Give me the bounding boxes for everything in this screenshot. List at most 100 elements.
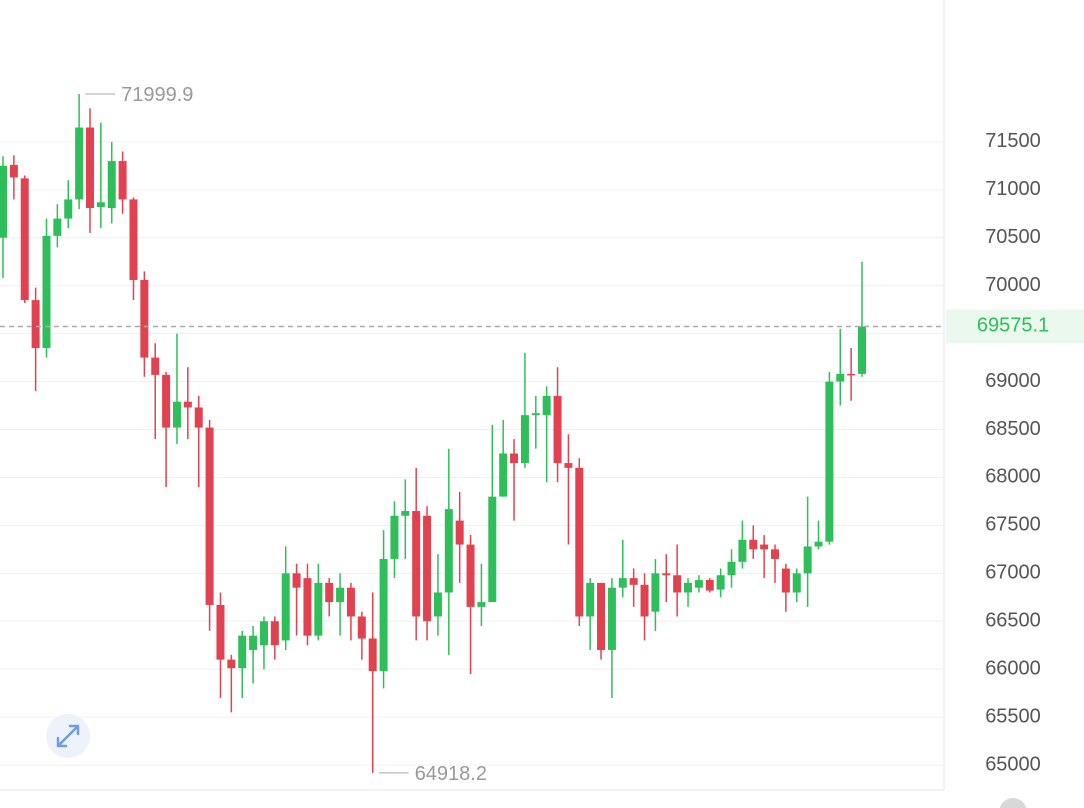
candle-body [270, 621, 279, 646]
candle-body [216, 604, 225, 660]
candle-body [205, 427, 214, 605]
candle-body [85, 127, 94, 209]
y-tick-label: 68000 [985, 466, 1041, 488]
candle-body [455, 520, 464, 545]
last-price-bg [946, 309, 1084, 344]
candle-body [259, 621, 268, 646]
candle-body [477, 602, 486, 607]
candle-body [53, 218, 62, 236]
candle-body [597, 582, 606, 651]
candle-body [716, 575, 725, 590]
candle-body [42, 235, 51, 349]
candle-body [20, 178, 29, 301]
candle-body [0, 165, 7, 238]
max-label: 71999.9 [121, 84, 193, 106]
candle-body [162, 374, 171, 428]
y-tick-label: 65500 [985, 705, 1041, 727]
scroll-button[interactable] [999, 798, 1027, 808]
candle-body [520, 415, 529, 464]
y-tick-label: 66500 [985, 610, 1041, 632]
candle-body [336, 587, 345, 603]
candle-body [357, 616, 366, 639]
candle-body [781, 568, 790, 593]
candle-body [423, 515, 432, 622]
candle-body [749, 539, 758, 550]
candle-body [814, 541, 823, 547]
y-tick-label: 71500 [985, 130, 1041, 152]
candle-body [75, 127, 84, 200]
candle-body [771, 549, 780, 559]
candle-body [684, 582, 693, 593]
candle-body [96, 202, 105, 208]
candle-body [510, 453, 519, 464]
y-tick-label: 67500 [985, 514, 1041, 536]
candle-body [379, 558, 388, 672]
y-tick-label: 68500 [985, 418, 1041, 440]
candle-body [346, 587, 355, 617]
candle-body [281, 573, 290, 641]
y-tick-label: 66000 [985, 657, 1041, 679]
candle-body [705, 580, 714, 591]
candle-body [172, 401, 181, 428]
candle-body [531, 413, 540, 416]
candle-body [238, 635, 247, 669]
candle-body [129, 199, 138, 280]
y-tick-label: 71000 [985, 178, 1041, 200]
candle-body [227, 659, 236, 669]
candle-body [325, 582, 334, 603]
candle-body [575, 467, 584, 617]
y-tick-label: 65000 [985, 753, 1041, 775]
candle-body [586, 582, 595, 617]
candle-body [618, 578, 627, 588]
candle-body [488, 496, 497, 603]
candle-body [118, 161, 127, 200]
y-tick-label: 67000 [985, 562, 1041, 584]
candle-body [292, 573, 301, 588]
candle-body [444, 509, 453, 593]
candle-body [694, 580, 703, 588]
candle-body [151, 357, 160, 375]
candle-body [31, 300, 40, 349]
candle-body [836, 373, 845, 382]
candle-body [629, 578, 638, 585]
candle-body [760, 544, 769, 550]
expand-button[interactable] [46, 714, 90, 758]
candle-body [727, 561, 736, 576]
candle-body [412, 511, 421, 617]
candle-body [640, 584, 649, 617]
min-label: 64918.2 [415, 763, 487, 785]
candle-body [673, 575, 682, 593]
y-tick-label: 70500 [985, 226, 1041, 248]
candle-body [401, 511, 410, 516]
candle-body [390, 515, 399, 559]
candle-body [738, 539, 747, 562]
candle-body [64, 199, 73, 219]
candle-body [825, 381, 834, 542]
candle-body [662, 573, 671, 576]
candle-body [303, 578, 312, 636]
y-tick-label: 70000 [985, 274, 1041, 296]
candle-body [194, 407, 203, 428]
expand-icon[interactable] [56, 724, 80, 748]
y-tick-label: 69000 [985, 370, 1041, 392]
candle-body [542, 395, 551, 416]
candle-body [433, 592, 442, 617]
candle-body [792, 573, 801, 593]
candle-body [9, 164, 18, 178]
candle-body [858, 326, 866, 374]
candle-body [847, 373, 856, 376]
candle-body [183, 401, 192, 408]
candle-body [140, 279, 149, 358]
candle-body [249, 635, 258, 651]
candle-body [107, 161, 116, 209]
candle-body [651, 573, 660, 612]
candle-body [466, 544, 475, 607]
candle-body [553, 395, 562, 464]
candle-body [314, 582, 323, 636]
candle-body [499, 453, 508, 497]
candle-body [368, 638, 377, 672]
last-price-label: 69575.1 [977, 315, 1049, 337]
candle-body [803, 546, 812, 574]
candle-body [564, 463, 573, 468]
candle-body [607, 587, 616, 651]
